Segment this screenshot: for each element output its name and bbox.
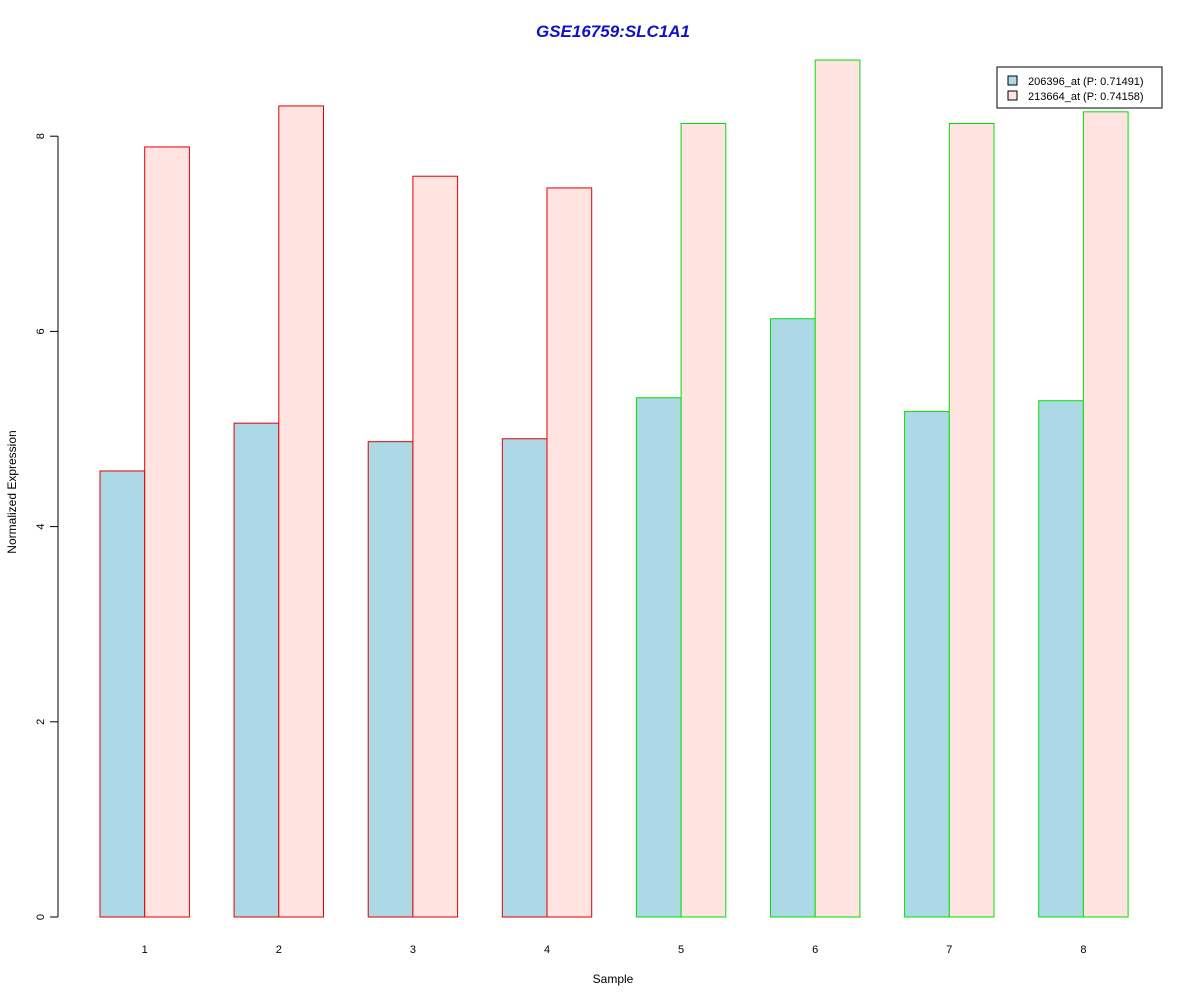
bar-series2-sample-4 — [546, 187, 593, 918]
x-tick-label: 5 — [678, 944, 684, 956]
y-tick-label: 6 — [35, 328, 47, 334]
bar-series1-sample-1 — [99, 470, 146, 918]
bar-series1-sample-5 — [635, 397, 682, 918]
x-tick-label: 6 — [812, 944, 818, 956]
legend-swatch — [1007, 75, 1018, 86]
y-axis-label: Normalized Expression — [5, 430, 19, 553]
y-tick-label: 2 — [35, 719, 47, 725]
bar-series1-sample-3 — [367, 441, 414, 918]
x-tick-label: 7 — [946, 944, 952, 956]
legend: 206396_at (P: 0.71491) 213664_at (P: 0.74… — [996, 66, 1163, 109]
bar-series2-sample-5 — [680, 123, 727, 918]
bar-series1-sample-2 — [233, 422, 280, 918]
bar-series2-sample-3 — [412, 175, 459, 918]
chart-title: GSE16759:SLC1A1 — [536, 22, 690, 41]
x-tick-label: 2 — [276, 944, 282, 956]
bar-series1-sample-6 — [770, 318, 816, 918]
y-axis: 0 2 4 6 8 — [35, 133, 59, 920]
y-tick-label: 0 — [35, 914, 47, 920]
bar-series1-sample-4 — [501, 438, 548, 918]
y-tick-label: 4 — [35, 524, 47, 530]
legend-swatch — [1007, 90, 1018, 101]
x-tick-label: 3 — [410, 944, 416, 956]
bar-series1-sample-7 — [904, 410, 950, 918]
x-tick-label: 4 — [544, 944, 550, 956]
bar-series1-sample-8 — [1038, 400, 1084, 918]
legend-box — [996, 66, 1163, 109]
bar-series2-sample-8 — [1082, 111, 1129, 918]
bar-series2-sample-1 — [144, 146, 190, 918]
x-axis-label: Sample — [593, 972, 634, 986]
legend-label: 206396_at (P: 0.71491) — [1028, 76, 1144, 88]
x-tick-label: 8 — [1080, 944, 1086, 956]
y-tick-label: 8 — [35, 133, 47, 139]
x-tick-label: 1 — [142, 944, 148, 956]
bar-series2-sample-7 — [948, 123, 995, 918]
bar-series2-sample-6 — [814, 59, 861, 918]
x-axis-tick-labels: 1 2 3 4 5 6 7 8 — [142, 944, 1087, 956]
legend-label: 213664_at (P: 0.74158) — [1028, 91, 1144, 103]
bar-series2-sample-2 — [278, 105, 324, 918]
bars-group — [99, 59, 1129, 918]
